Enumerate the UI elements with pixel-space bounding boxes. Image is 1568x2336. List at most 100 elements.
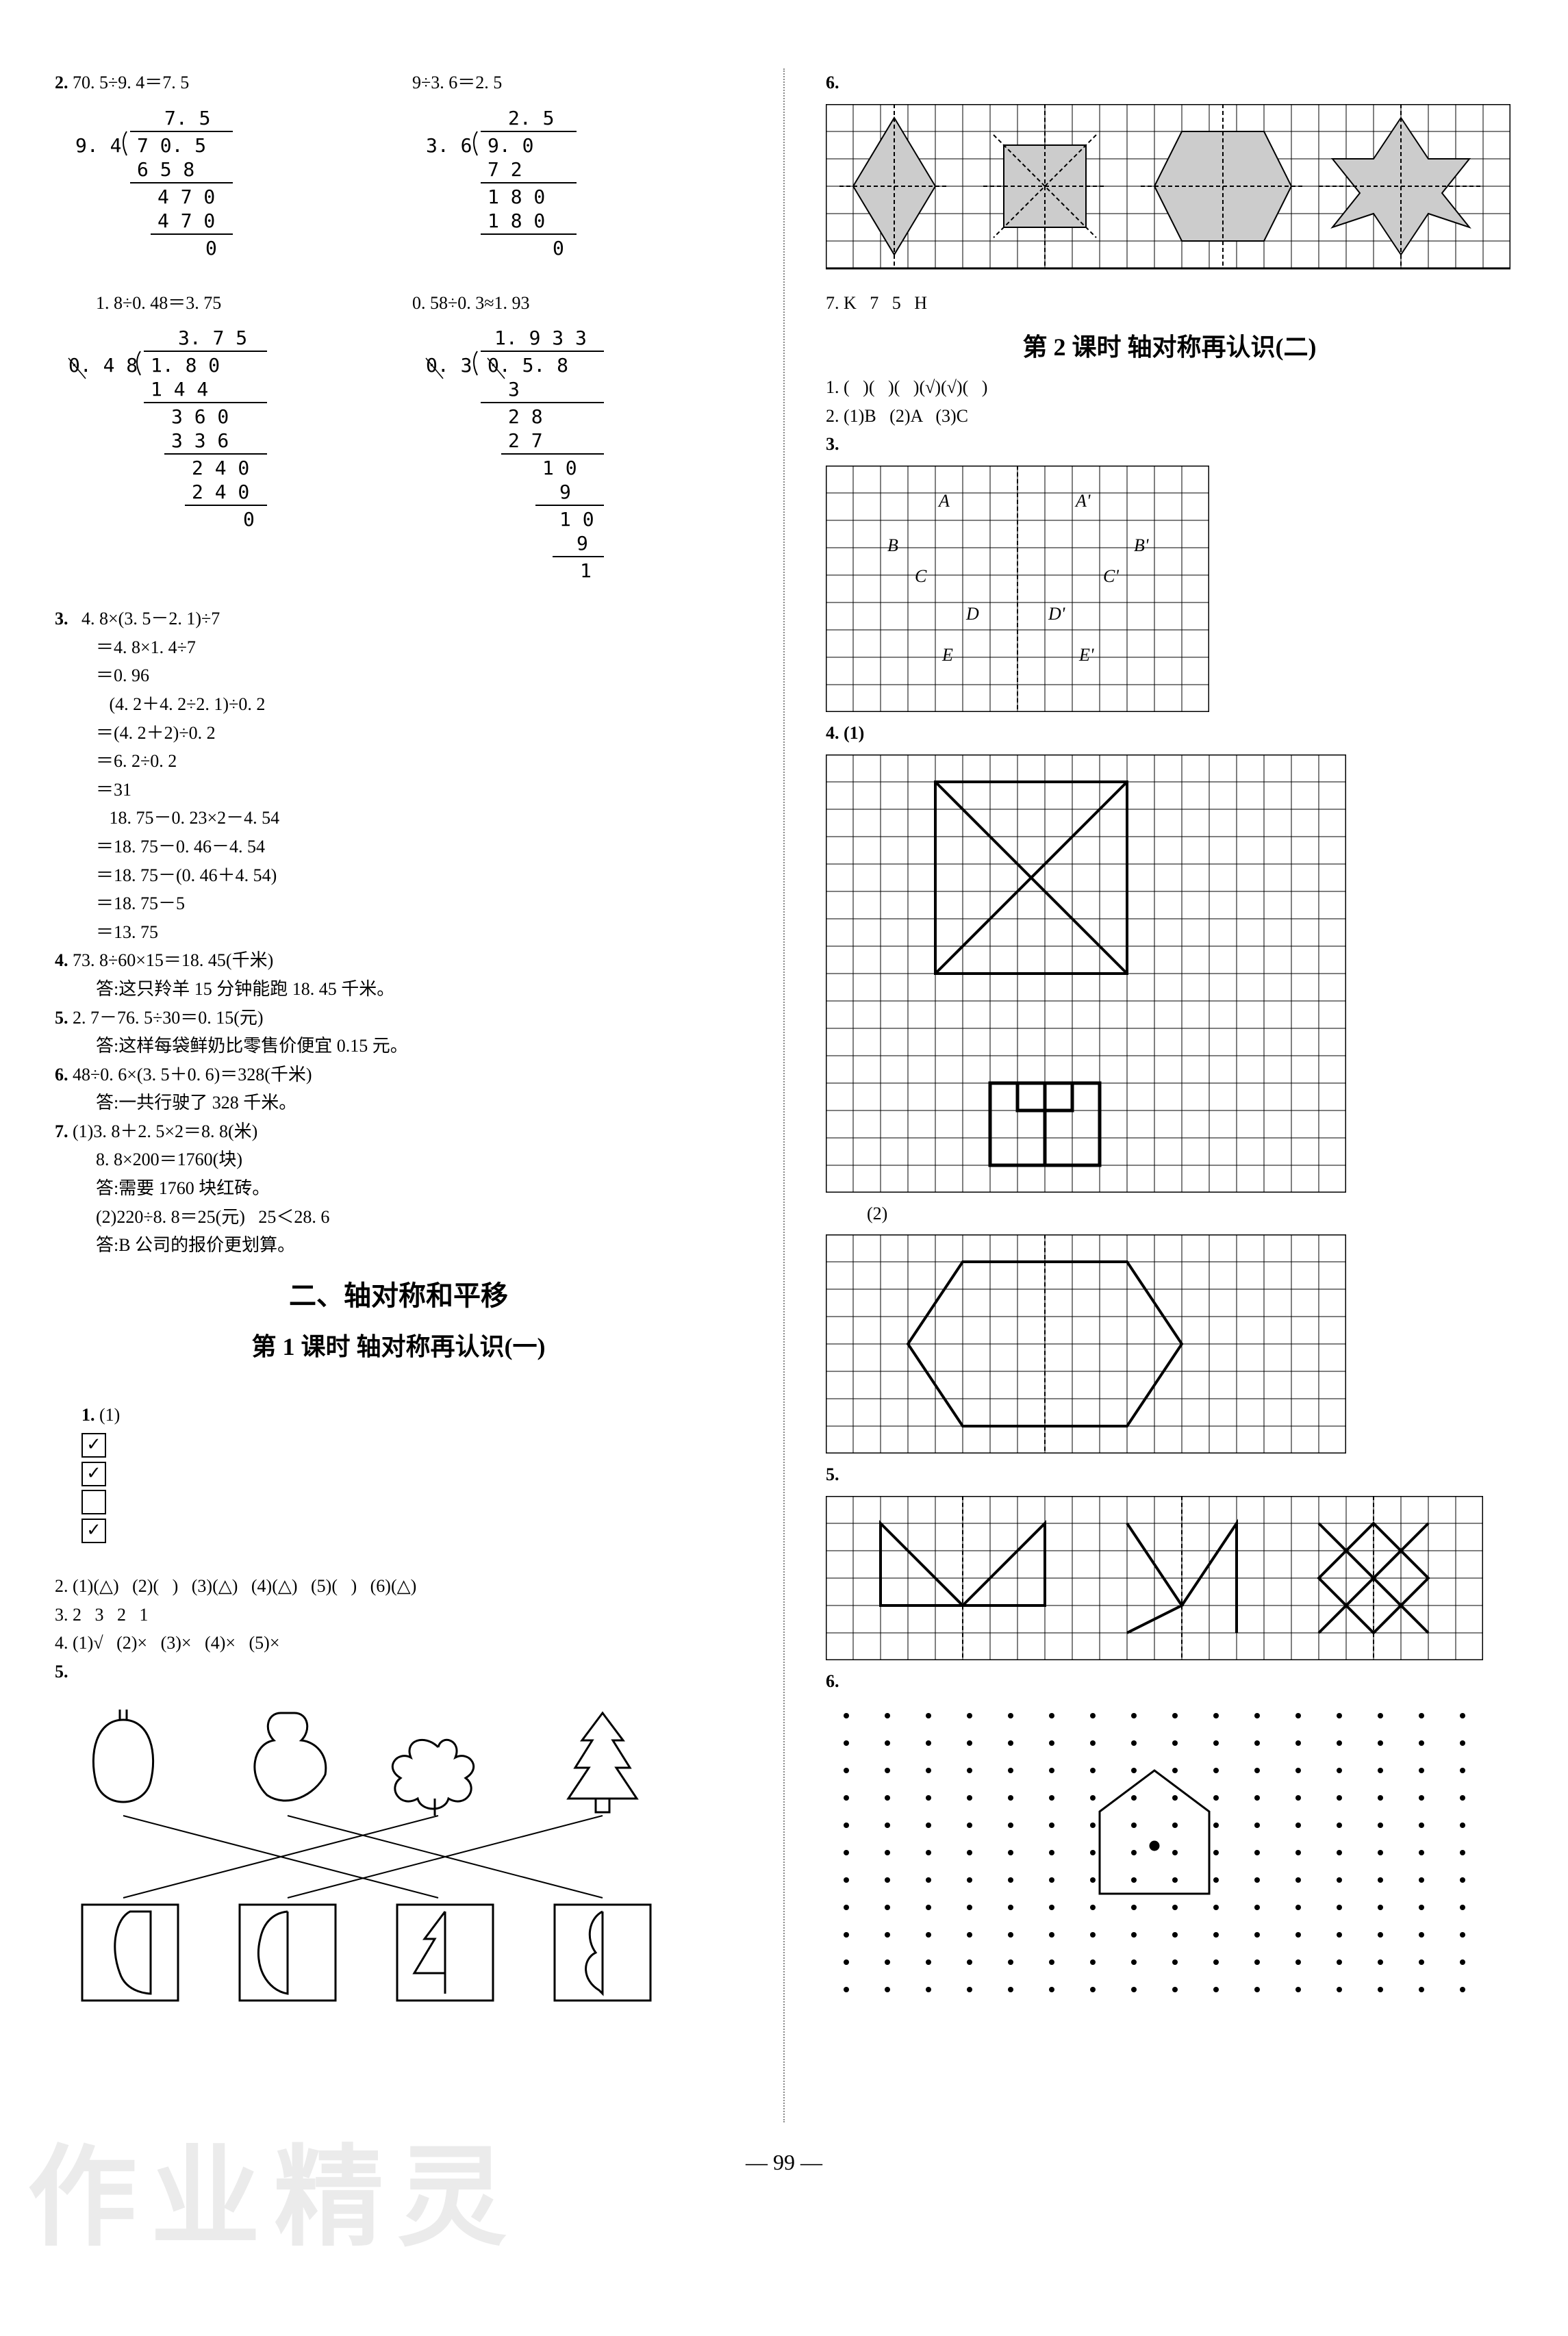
q6-grids (826, 104, 1510, 282)
q3-l3: (4. 2＋4. 2÷2. 1)÷0. 2 (55, 690, 742, 719)
checkbox-3 (81, 1490, 106, 1514)
q2-divisions: 2. 70. 5÷9. 4＝7. 5 7. 5 9. 4 7 0. 5 6 5 … (55, 68, 742, 605)
svg-text:3 3 6: 3 3 6 (171, 429, 229, 452)
l2-q6: 6. (826, 1667, 1513, 1696)
q3-grid: A A' B B' C C' D D' E E' (826, 466, 1209, 712)
q2-label: 2. (55, 73, 68, 92)
svg-text:E: E (941, 645, 953, 665)
div4-expr: 0. 58÷0. 3≈1. 93 (412, 289, 742, 318)
l1-q2: 2. (1)(△) (2)( ) (3)(△) (4)(△) (5)( ) (6… (55, 1572, 742, 1601)
q3-l4: ＝(4. 2＋2)÷0. 2 (55, 719, 742, 748)
svg-text:0: 0 (243, 508, 255, 531)
l2-q4-2: (2) (826, 1199, 1513, 1228)
q6-l2: 答:一共行驶了 328 千米。 (55, 1089, 742, 1117)
q4-1-grid (826, 754, 1346, 1193)
column-divider (783, 68, 785, 2122)
svg-text:1 0: 1 0 (559, 508, 594, 531)
q3-l5: ＝6. 2÷0. 2 (55, 747, 742, 776)
q4-2-grid (826, 1234, 1346, 1453)
svg-text:3. 7 5: 3. 7 5 (178, 327, 247, 349)
svg-text:9: 9 (577, 532, 588, 555)
l2-q1: 1. ( )( )( )(√)(√)( ) (826, 373, 1513, 402)
svg-text:2. 5: 2. 5 (508, 107, 554, 129)
q5-matching-diagram (55, 1692, 739, 2007)
q7-l4: (2)220÷8. 8＝25(元) 25＜28. 6 (55, 1203, 742, 1232)
svg-text:A: A (937, 491, 950, 511)
right-column: 6. (826, 68, 1513, 2122)
l2-q5: 5. (826, 1460, 1513, 1489)
q7-l1: (1)3. 8＋2. 5×2＝8. 8(米) (73, 1121, 257, 1141)
svg-text:1 8 0: 1 8 0 (488, 210, 545, 232)
svg-text:3. 6: 3. 6 (426, 134, 472, 157)
svg-text:2 4 0: 2 4 0 (192, 457, 249, 479)
q3-l10: ＝18. 75－5 (55, 889, 742, 918)
q5-l2: 答:这样每袋鲜奶比零售价便宜 0.15 元。 (55, 1032, 742, 1061)
svg-text:B: B (887, 535, 898, 555)
svg-text:4 7 0: 4 7 0 (157, 210, 215, 232)
q3-l1: ＝4. 8×1. 4÷7 (55, 633, 742, 662)
longdiv-2: 2. 5 3. 6 9. 0 7 2 1 8 0 1 8 0 0 (412, 104, 604, 282)
checkbox-4: ✓ (81, 1519, 106, 1543)
section-2-title: 二、轴对称和平移 (55, 1273, 742, 1313)
l1-q5: 5. (55, 1658, 742, 1686)
div1-expr: 70. 5÷9. 4＝7. 5 (73, 73, 189, 92)
q6-dotgrid: (function(){ var ns="http://www.w3.org/2… (826, 1702, 1483, 2003)
svg-text:6 5 8: 6 5 8 (137, 158, 194, 181)
q4-l1: 73. 8÷60×15＝18. 45(千米) (73, 950, 273, 970)
svg-text:C': C' (1103, 566, 1119, 586)
longdiv-4: 1. 9 3 3 0. 3 0. 5. 8 3 2 8 2 7 1 0 9 1 … (412, 324, 618, 598)
l2-q2: 2. (1)B (2)A (3)C (826, 402, 1513, 431)
svg-text:D: D (965, 604, 979, 624)
svg-text:9. 4: 9. 4 (75, 134, 121, 157)
q6-l1: 48÷0. 6×(3. 5＋0. 6)＝328(千米) (73, 1065, 312, 1084)
checkbox-1: ✓ (81, 1433, 106, 1458)
lesson-2-title: 第 2 课时 轴对称再认识(二) (826, 327, 1513, 363)
q6-label: 6. (55, 1065, 68, 1084)
q4-label: 4. (55, 950, 68, 970)
svg-text:C: C (915, 566, 927, 586)
svg-text:D': D' (1048, 604, 1065, 624)
q4-l2: 答:这只羚羊 15 分钟能跑 18. 45 千米。 (55, 975, 742, 1004)
left-column: 2. 70. 5÷9. 4＝7. 5 7. 5 9. 4 7 0. 5 6 5 … (55, 68, 742, 2122)
svg-text:1. 8 0: 1. 8 0 (151, 354, 220, 377)
svg-text:2 8: 2 8 (508, 405, 543, 428)
svg-text:2 4 0: 2 4 0 (192, 481, 249, 503)
longdiv-1: 7. 5 9. 4 7 0. 5 6 5 8 4 7 0 4 7 0 0 (55, 104, 260, 282)
longdiv-3: 3. 7 5 0. 4 8 1. 8 0 1 4 4 3 6 0 3 3 6 2… (55, 324, 288, 557)
q3-block: 3. 4. 8×(3. 5－2. 1)÷7 ＝4. 8×1. 4÷7 ＝0. 9… (55, 605, 742, 946)
l2-q3: 3. (826, 430, 1513, 459)
svg-text:9. 0: 9. 0 (488, 134, 533, 157)
r-q7: 7. K 7 5 H (826, 289, 1513, 318)
q3-l11: ＝13. 75 (55, 918, 742, 947)
svg-text:1. 9 3 3: 1. 9 3 3 (494, 327, 587, 349)
svg-text:1 0: 1 0 (542, 457, 577, 479)
q3-l8: ＝18. 75－0. 46－4. 54 (55, 833, 742, 861)
svg-text:0: 0 (553, 237, 564, 259)
r-q6-label: 6. (826, 68, 1513, 97)
q5-l1: 2. 7－76. 5÷30＝0. 15(元) (73, 1008, 264, 1028)
svg-text:1: 1 (580, 559, 592, 582)
svg-text:0. 4 8: 0. 4 8 (68, 354, 138, 377)
l2-q4: 4. (1) (826, 719, 1513, 748)
svg-text:9: 9 (559, 481, 571, 503)
svg-text:B': B' (1134, 535, 1149, 555)
q7-l3: 答:需要 1760 块红砖。 (55, 1174, 742, 1203)
q3-l6: ＝31 (55, 776, 742, 804)
q5-grid (826, 1496, 1483, 1660)
lesson-1-title: 第 1 课时 轴对称再认识(一) (55, 1327, 742, 1362)
q5-label: 5. (55, 1008, 68, 1028)
svg-text:1 8 0: 1 8 0 (488, 186, 545, 208)
q3-l0: 4. 8×(3. 5－2. 1)÷7 (68, 609, 220, 629)
div3-expr: 1. 8÷0. 48＝3. 75 (55, 289, 385, 318)
q7-l2: 8. 8×200＝1760(块) (55, 1145, 742, 1174)
svg-text:7 0. 5: 7 0. 5 (137, 134, 206, 157)
svg-text:7 2: 7 2 (488, 158, 522, 181)
svg-text:E': E' (1078, 645, 1094, 665)
q3-label: 3. (55, 609, 68, 629)
l1-q4: 4. (1)√ (2)× (3)× (4)× (5)× (55, 1629, 742, 1658)
svg-text:4 7 0: 4 7 0 (157, 186, 215, 208)
watermark: 作业精灵 (27, 2109, 520, 2268)
svg-text:0. 3: 0. 3 (426, 354, 472, 377)
l1-q3: 3. 2 3 2 1 (55, 1601, 742, 1629)
l1-q1: 1. (1) ✓ ✓ ✓ (55, 1373, 742, 1572)
